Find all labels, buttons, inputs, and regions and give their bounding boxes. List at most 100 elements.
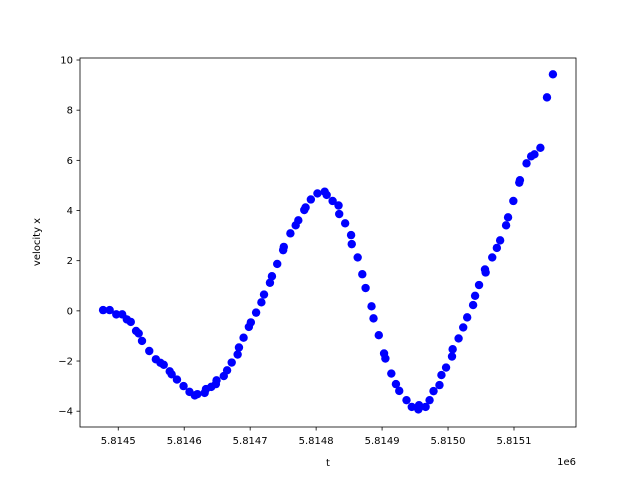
data-point [335,209,344,219]
data-points [98,70,558,414]
data-point [294,216,303,225]
y-tick-label: −4 [58,407,73,418]
data-point [273,259,282,269]
data-point [374,330,383,340]
data-point [448,345,457,354]
data-point [474,280,484,290]
data-point [468,300,478,310]
data-point [126,317,135,327]
data-point [227,358,236,367]
data-point [137,336,147,346]
data-point [193,389,202,399]
data-point [322,190,331,200]
data-point [259,290,269,299]
data-point [112,310,121,319]
data-point [530,150,539,159]
data-point [98,305,108,315]
data-point [387,369,396,378]
y-tick-label: −2 [58,357,73,368]
data-point [246,318,256,327]
data-point [447,352,457,361]
data-point [402,395,411,405]
data-point [347,239,356,249]
data-point [286,229,295,238]
data-point [239,333,248,342]
data-point [515,175,525,185]
x-tick-label: 5.8147 [233,436,268,447]
data-point [454,334,463,343]
data-point [353,253,362,262]
data-point [334,201,343,210]
data-point [212,376,221,385]
data-point [536,143,545,153]
data-point [429,386,438,396]
x-axis-offset-label: 1e6 [557,457,576,468]
x-tick-label: 5.8148 [299,436,334,447]
axes-frame [79,57,577,428]
data-point [488,253,497,262]
data-point [381,354,390,363]
data-point [328,196,337,206]
data-point [503,213,513,222]
data-point [435,380,444,390]
data-point [495,236,505,245]
data-point [222,366,232,375]
data-point [542,93,552,102]
data-point [145,346,154,356]
data-point [369,314,378,323]
data-point [134,329,143,338]
data-point [361,283,370,293]
data-point [313,189,322,198]
y-axis-label: velocity x [32,218,43,266]
data-point [459,323,468,332]
data-point [234,343,244,352]
y-tick-label: 0 [67,306,73,317]
x-tick-label: 5.8150 [431,436,466,447]
x-axis-label: t [326,458,330,469]
data-point [306,195,316,204]
data-point [437,370,446,380]
data-point [391,379,401,389]
data-point [492,243,502,253]
y-tick-label: 2 [67,256,73,267]
data-point [172,375,182,384]
y-tick-label: 10 [60,56,73,67]
y-axis-ticks: −4 −2 0 2 4 6 8 10 [58,56,80,418]
data-point [279,242,289,252]
data-point [267,272,277,281]
data-point [421,402,430,412]
x-tick-label: 5.8151 [497,436,532,447]
y-tick-label: 4 [67,206,73,217]
data-point [481,268,490,277]
data-point [509,196,518,206]
data-point [407,402,416,412]
data-point [358,270,367,279]
data-point [179,381,188,391]
data-point [462,313,472,322]
data-point [522,159,531,168]
data-point [265,278,275,287]
data-point [159,360,168,369]
x-tick-label: 5.8149 [365,436,400,447]
data-point [167,370,176,379]
data-point [470,291,480,301]
x-tick-label: 5.8146 [167,436,202,447]
data-point [395,386,404,396]
data-point [441,363,451,372]
data-point [257,298,266,307]
data-point [501,221,511,230]
y-tick-label: 6 [67,156,73,167]
data-point [425,395,434,405]
x-axis-ticks: 5.8145 5.8146 5.8147 5.8148 5.8149 5.8150 5.81… [101,427,532,447]
data-point [301,203,310,212]
data-point [251,308,261,317]
data-point [233,350,242,359]
data-point [346,230,356,240]
x-tick-label: 5.8145 [101,436,136,447]
y-tick-label: 8 [67,106,73,117]
data-point [548,70,558,79]
data-point [105,305,114,315]
data-point [340,219,350,228]
